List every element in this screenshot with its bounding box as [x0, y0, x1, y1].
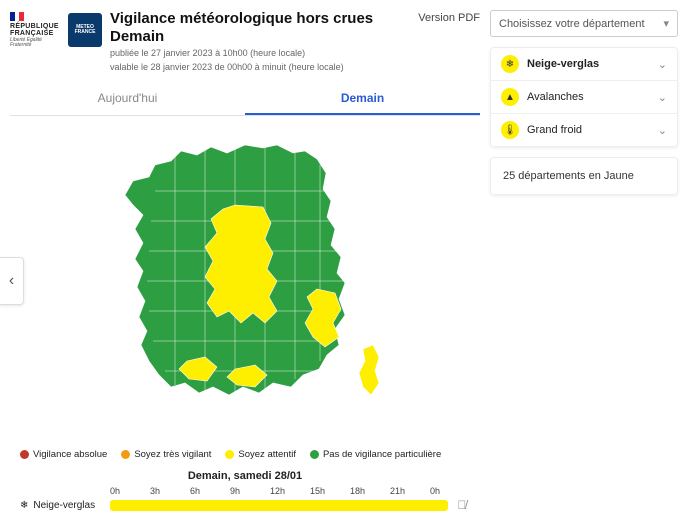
chevron-down-icon: ⌄ — [658, 124, 667, 137]
snow-icon: ❄ — [20, 500, 28, 511]
summary-box: 25 départements en Jaune — [490, 157, 678, 195]
timeline-title: Demain, samedi 28/01 — [20, 470, 470, 482]
department-select[interactable]: Choisissez votre département ▾ — [490, 10, 678, 37]
tab-tomorrow[interactable]: Demain — [245, 83, 480, 115]
select-placeholder: Choisissez votre département — [499, 18, 645, 30]
rf-tagline: Liberté Égalité Fraternité — [10, 38, 62, 48]
timeline-hour: 18h — [350, 486, 390, 496]
hazard-row[interactable]: ▲ Avalanches ⌄ — [491, 81, 677, 114]
day-tabs: Aujourd'hui Demain — [10, 83, 480, 116]
dot-orange — [121, 450, 130, 459]
page-title-1: Vigilance météorologique hors crues — [110, 10, 404, 28]
legend-orange: Soyez très vigilant — [134, 449, 211, 460]
chevron-down-icon: ⌄ — [658, 91, 667, 104]
timeline-hour: 9h — [230, 486, 270, 496]
flag-red — [19, 12, 24, 21]
hazard-label: Neige-verglas — [527, 58, 650, 70]
legend-green: Pas de vigilance particulière — [323, 449, 441, 460]
dot-green — [310, 450, 319, 459]
rf-logo: RÉPUBLIQUE FRANÇAISE Liberté Égalité Fra… — [10, 10, 62, 50]
page-title-2: Demain — [110, 28, 404, 46]
timeline-hour: 12h — [270, 486, 310, 496]
hazard-label: Grand froid — [527, 124, 650, 136]
hazard-icon: ▲ — [501, 88, 519, 106]
dot-yellow — [225, 450, 234, 459]
dot-red — [20, 450, 29, 459]
tab-today[interactable]: Aujourd'hui — [10, 83, 245, 115]
timeline-hour: 0h — [110, 486, 150, 496]
valid-line: valable le 28 janvier 2023 de 00h00 à mi… — [110, 62, 404, 74]
france-map[interactable] — [95, 131, 395, 431]
map-area: ‹ — [10, 116, 480, 445]
hazard-label: Avalanches — [527, 91, 650, 103]
legend-yellow: Soyez attentif — [238, 449, 296, 460]
map-prev-button[interactable]: ‹ — [0, 257, 24, 305]
chevron-down-icon: ⌄ — [658, 58, 667, 71]
timeline-hours: 0h3h6h9h12h15h18h21h0h — [110, 486, 470, 496]
meteo-france-logo: METEO FRANCE — [68, 13, 102, 47]
hazard-icon: ❄ — [501, 55, 519, 73]
chevron-down-icon: ▾ — [663, 17, 669, 30]
timeline-bar[interactable] — [110, 500, 448, 511]
visibility-toggle-icon[interactable]: 👁̸ — [454, 498, 470, 512]
legend: Vigilance absolue Soyez très vigilant So… — [10, 449, 480, 460]
legend-red: Vigilance absolue — [33, 449, 107, 460]
timeline-hour: 6h — [190, 486, 230, 496]
hazards-panel: ❄ Neige-verglas ⌄ ▲ Avalanches ⌄ 🌡 Grand froid ⌄ — [490, 47, 678, 147]
timeline-hour: 0h — [430, 486, 470, 496]
timeline-hour: 21h — [390, 486, 430, 496]
hazard-icon: 🌡 — [501, 121, 519, 139]
rf-text-1: RÉPUBLIQUE — [10, 23, 59, 30]
timeline: Demain, samedi 28/01 0h3h6h9h12h15h18h21… — [10, 470, 480, 520]
header: RÉPUBLIQUE FRANÇAISE Liberté Égalité Fra… — [10, 10, 480, 73]
published-line: publiée le 27 janvier 2023 à 10h00 (heur… — [110, 48, 404, 60]
timeline-hour: 3h — [150, 486, 190, 496]
summary-text: 25 départements en Jaune — [503, 170, 634, 182]
timeline-row-label: Neige-verglas — [33, 500, 95, 511]
pdf-link[interactable]: Version PDF — [418, 12, 480, 24]
timeline-hour: 15h — [310, 486, 350, 496]
hazard-row[interactable]: 🌡 Grand froid ⌄ — [491, 114, 677, 146]
hazard-row[interactable]: ❄ Neige-verglas ⌄ — [491, 48, 677, 81]
